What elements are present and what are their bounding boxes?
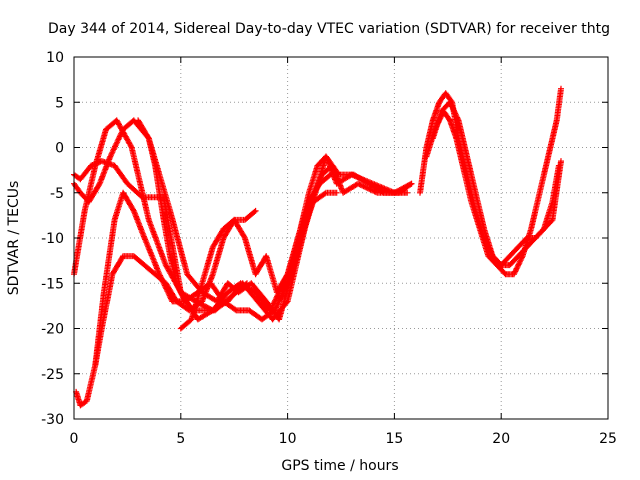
data-point-markers bbox=[423, 85, 564, 278]
y-tick-label: 5 bbox=[55, 95, 64, 111]
y-tick-label: 0 bbox=[55, 141, 64, 157]
data-point-markers bbox=[429, 99, 562, 269]
chart-title: Day 344 of 2014, Sidereal Day-to-day VTE… bbox=[48, 21, 610, 37]
y-axis-title: SDTVAR / TECUs bbox=[6, 181, 22, 296]
data-series bbox=[423, 85, 564, 278]
y-tick-label: -5 bbox=[50, 186, 64, 202]
data-series bbox=[92, 207, 259, 368]
data-points bbox=[71, 85, 564, 409]
y-tick-label: -10 bbox=[41, 231, 64, 247]
x-tick-label: 25 bbox=[599, 431, 617, 447]
data-series bbox=[429, 99, 562, 269]
data-series bbox=[135, 117, 250, 314]
y-tick-label: -15 bbox=[41, 276, 64, 292]
axis-ticks bbox=[73, 56, 609, 420]
x-axis-title: GPS time / hours bbox=[281, 458, 398, 474]
x-tick-label: 20 bbox=[492, 431, 510, 447]
x-tick-label: 5 bbox=[176, 431, 185, 447]
x-tick-label: 10 bbox=[279, 431, 297, 447]
data-point-markers bbox=[92, 207, 259, 368]
data-point-markers bbox=[177, 171, 334, 332]
y-tick-label: -20 bbox=[41, 322, 64, 338]
y-tick-label: -30 bbox=[41, 412, 64, 428]
y-tick-label: 10 bbox=[46, 50, 64, 66]
x-tick-labels: 0 5 10 15 20 25 bbox=[70, 431, 617, 447]
x-tick-label: 0 bbox=[70, 431, 79, 447]
data-point-markers bbox=[135, 117, 250, 314]
x-tick-label: 15 bbox=[385, 431, 403, 447]
y-tick-label: -25 bbox=[41, 367, 64, 383]
data-series bbox=[177, 171, 334, 332]
y-tick-labels: -30 -25 -20 -15 -10 -5 0 5 10 bbox=[41, 50, 64, 428]
